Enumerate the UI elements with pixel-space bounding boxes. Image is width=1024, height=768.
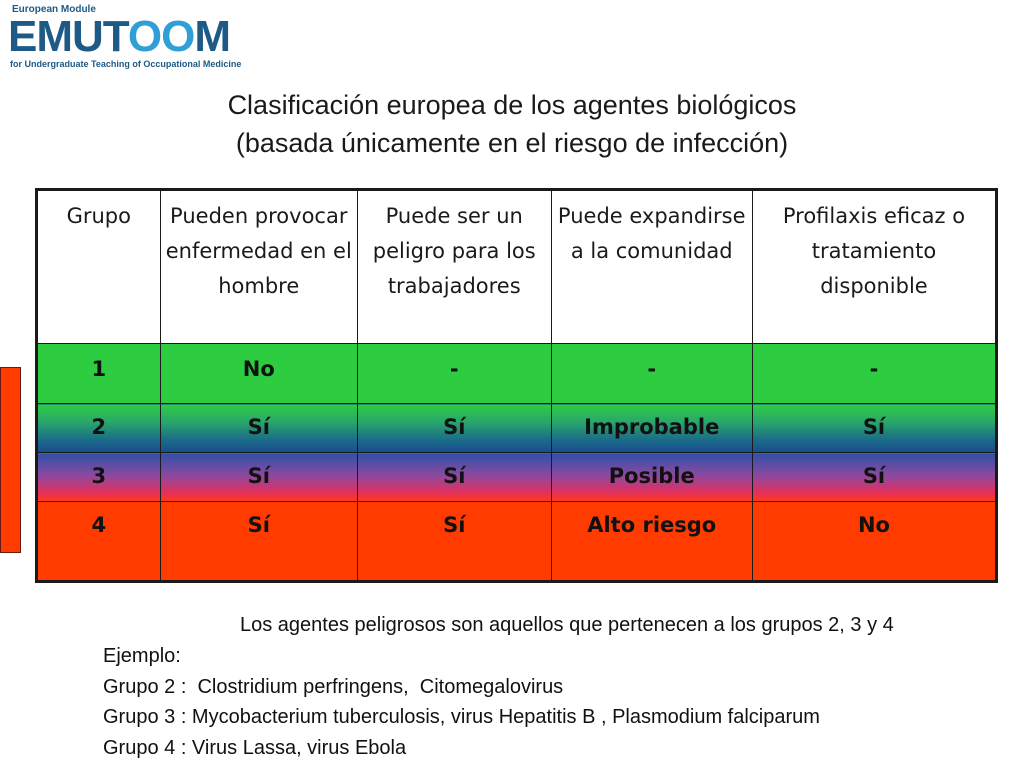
example-line: Grupo 4 : Virus Lassa, virus Ebola <box>103 736 407 759</box>
table-cell: - <box>356 343 552 404</box>
title-line-1: Clasificación europea de los agentes bio… <box>227 90 797 120</box>
logo-main-b: OO <box>127 12 195 61</box>
slide-title: Clasificación europea de los agentes bio… <box>0 86 1024 162</box>
side-red-bar <box>0 367 21 553</box>
table-cell: Sí <box>751 452 998 502</box>
logo-bottom-text: for Undergraduate Teaching of Occupation… <box>10 59 242 69</box>
table-cell: Improbable <box>550 403 753 453</box>
dangerous-agents-note: Los agentes peligrosos son aquellos que … <box>240 614 894 636</box>
title-line-2: (basada únicamente en el riesgo de infec… <box>235 128 789 158</box>
table-cell: Sí <box>159 452 358 502</box>
table-cell: 2 <box>36 403 161 453</box>
examples-block: Ejemplo: Grupo 2 : Clostridium perfringe… <box>103 641 820 763</box>
table-cell: 3 <box>36 452 161 502</box>
header-cell: Pueden provocar enfermedad en el hombre <box>159 189 358 344</box>
logo-top-text: European Module <box>12 4 96 15</box>
table-cell: Sí <box>356 452 552 502</box>
table-row: 4 Sí Sí Alto riesgo No <box>36 501 998 582</box>
table-row: 3 Sí Sí Posible Sí <box>36 452 998 502</box>
table-cell: Alto riesgo <box>550 501 753 582</box>
classification-table: Grupo Pueden provocar enfermedad en el h… <box>35 188 998 583</box>
header-cell: Profilaxis eficaz o tratamiento disponib… <box>751 189 998 344</box>
table-cell: 4 <box>36 501 161 582</box>
table-cell: Sí <box>159 403 358 453</box>
table-cell: Sí <box>751 403 998 453</box>
emutom-logo: European Module EMUTOOM for Undergraduat… <box>8 4 241 70</box>
header-cell: Puede expandirse a la comunidad <box>550 189 753 344</box>
table-cell: Sí <box>356 403 552 453</box>
table-row: 1 No - - - <box>36 343 998 404</box>
example-line: Ejemplo: <box>103 645 181 667</box>
table-cell: 1 <box>36 343 161 404</box>
table-cell: - <box>751 343 998 404</box>
table-cell: No <box>751 501 998 582</box>
example-line: Grupo 2 : Clostridium perfringens, Citom… <box>103 675 564 698</box>
logo-main-a: EMUT <box>8 12 129 61</box>
table-cell: Posible <box>550 452 753 502</box>
table-cell: No <box>159 343 358 404</box>
example-line: Grupo 3 : Mycobacterium tuberculosis, vi… <box>103 706 820 728</box>
table-cell: Sí <box>159 501 358 582</box>
header-cell: Puede ser un peligro para los trabajador… <box>356 189 552 344</box>
header-cell: Grupo <box>36 189 161 344</box>
logo-main-c: M <box>194 12 231 61</box>
table-header-row: Grupo Pueden provocar enfermedad en el h… <box>36 189 998 344</box>
table-cell: - <box>550 343 753 404</box>
logo-main-text: EMUTOOM <box>8 12 231 61</box>
table-row: 2 Sí Sí Improbable Sí <box>36 403 998 453</box>
table-cell: Sí <box>356 501 552 582</box>
